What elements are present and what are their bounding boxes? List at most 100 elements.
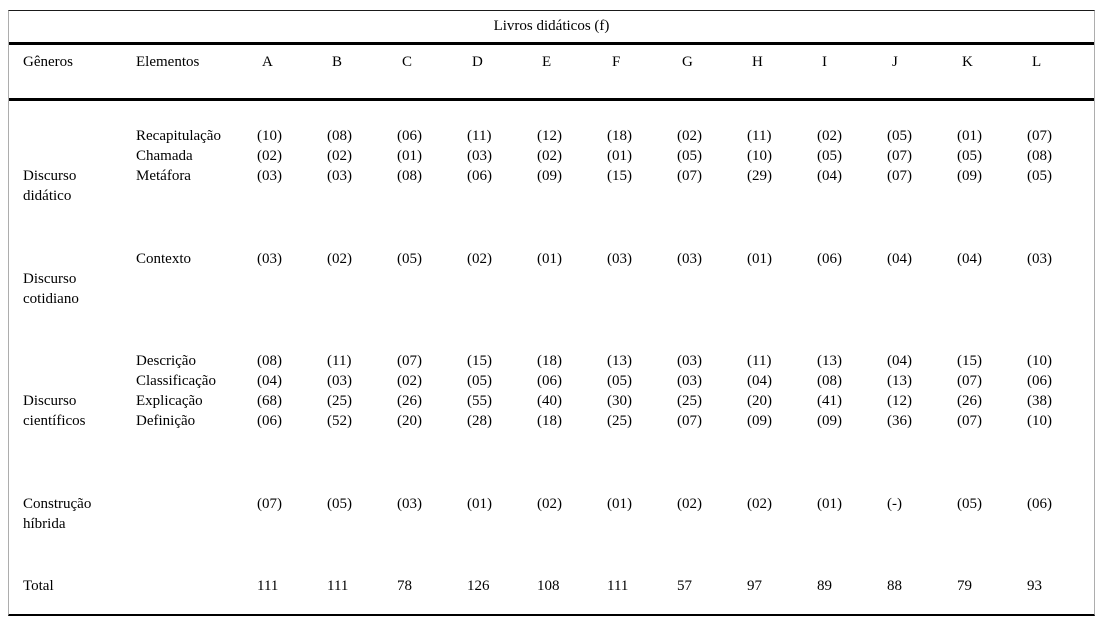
value-cell-empty <box>396 269 466 289</box>
value-cell: (02) <box>817 128 842 144</box>
table-body: Recapitulação (10) (08) (06) (11) (12) (18) (02… <box>9 101 1094 614</box>
value-cell-empty <box>886 514 956 534</box>
genre-label: híbrida <box>23 516 66 532</box>
table-row: científicos Definição (06) (52) (20) (28) (18)… <box>23 411 1094 431</box>
value-cell: (05) <box>327 496 352 512</box>
genre-label: científicos <box>23 413 86 429</box>
value-cell: (09) <box>747 413 772 429</box>
element-label: Explicação <box>136 393 203 409</box>
value-cell: (15) <box>607 168 632 184</box>
value-cell: (12) <box>887 393 912 409</box>
value-cell: (13) <box>607 353 632 369</box>
col-header-book: J <box>892 54 898 70</box>
table-row: híbrida <box>23 514 1094 534</box>
value-cell: (05) <box>817 148 842 164</box>
value-cell: (02) <box>537 496 562 512</box>
value-cell-empty <box>536 269 606 289</box>
genre-label: didático <box>23 188 72 204</box>
value-cell: (05) <box>957 496 982 512</box>
value-cell: (06) <box>817 251 842 267</box>
value-cell: (08) <box>327 128 352 144</box>
col-header-book: G <box>682 54 693 70</box>
value-cell-empty <box>396 514 466 534</box>
value-cell: (03) <box>257 251 282 267</box>
table-row: didático <box>23 186 1094 206</box>
total-value-cell: 111 <box>257 578 279 594</box>
element-label: Chamada <box>136 148 193 164</box>
element-label: Recapitulação <box>136 128 221 144</box>
value-cell-empty <box>256 514 326 534</box>
value-cell: (10) <box>1027 413 1052 429</box>
value-cell: (10) <box>1027 353 1052 369</box>
value-cell: (03) <box>677 373 702 389</box>
value-cell-empty <box>326 186 396 206</box>
value-cell: (52) <box>327 413 352 429</box>
value-cell: (02) <box>677 128 702 144</box>
col-header-generos: Gêneros <box>23 54 73 70</box>
table-row: Chamada (02) (02) (01) (03) (02) (01) (05) (10) (… <box>23 146 1094 166</box>
table-row: Descrição (08) (11) (07) (15) (18) (13) (03) (11… <box>23 351 1094 371</box>
element-label: Contexto <box>136 251 191 267</box>
value-cell: (03) <box>327 373 352 389</box>
col-header-book: E <box>542 54 552 70</box>
value-cell: (25) <box>327 393 352 409</box>
value-cell-empty <box>606 514 676 534</box>
value-cell-empty <box>536 514 606 534</box>
genre-cell-empty <box>23 351 136 371</box>
col-header-book: B <box>332 54 343 70</box>
value-cell-empty <box>676 289 746 309</box>
total-value-cell: 79 <box>957 578 972 594</box>
value-cell: (06) <box>397 128 422 144</box>
value-cell-empty <box>326 289 396 309</box>
value-cell: (02) <box>537 148 562 164</box>
table-row: Contexto (03) (02) (05) (02) (01) (03) (03) (01)… <box>23 249 1094 269</box>
total-value-cell: 88 <box>887 578 902 594</box>
value-cell: (11) <box>747 353 772 369</box>
value-cell: (01) <box>537 251 562 267</box>
value-cell: (20) <box>397 413 422 429</box>
value-cell: (03) <box>677 353 702 369</box>
genre-cell-empty <box>23 146 136 166</box>
table-row: Recapitulação (10) (08) (06) (11) (12) (18) (02… <box>23 126 1094 146</box>
value-cell: (01) <box>607 496 632 512</box>
value-cell-empty <box>606 186 676 206</box>
col-header-book: C <box>402 54 413 70</box>
value-cell: (05) <box>887 128 912 144</box>
value-cell: (01) <box>397 148 422 164</box>
col-header-book: I <box>822 54 827 70</box>
value-cell: (18) <box>537 413 562 429</box>
value-cell: (02) <box>257 148 282 164</box>
col-header-elementos: Elementos <box>136 54 200 70</box>
value-cell-empty <box>676 514 746 534</box>
value-cell: (10) <box>257 128 282 144</box>
value-cell: (09) <box>817 413 842 429</box>
total-value-cell: 78 <box>397 578 412 594</box>
value-cell-empty <box>816 186 886 206</box>
element-label: Definição <box>136 413 196 429</box>
table-row: Discurso Metáfora (03) (03) (08) (06) (09) (15)… <box>23 166 1094 186</box>
value-cell: (07) <box>957 373 982 389</box>
value-cell: (36) <box>887 413 912 429</box>
value-cell: (06) <box>1027 496 1052 512</box>
value-cell-empty <box>886 289 956 309</box>
genre-label: Discurso <box>23 393 77 409</box>
value-cell: (07) <box>677 168 702 184</box>
value-cell: (40) <box>537 393 562 409</box>
value-cell: (-) <box>887 496 902 512</box>
value-cell: (18) <box>607 128 632 144</box>
value-cell-empty <box>676 186 746 206</box>
value-cell: (05) <box>957 148 982 164</box>
value-cell-empty <box>396 186 466 206</box>
value-cell: (41) <box>817 393 842 409</box>
value-cell: (06) <box>537 373 562 389</box>
value-cell: (04) <box>257 373 282 389</box>
element-cell-empty <box>136 186 256 206</box>
value-cell-empty <box>746 289 816 309</box>
value-cell-empty <box>466 269 536 289</box>
value-cell-empty <box>956 289 1026 309</box>
value-cell: (07) <box>257 496 282 512</box>
value-cell: (03) <box>467 148 492 164</box>
value-cell-empty <box>326 514 396 534</box>
col-header-book: A <box>262 54 273 70</box>
